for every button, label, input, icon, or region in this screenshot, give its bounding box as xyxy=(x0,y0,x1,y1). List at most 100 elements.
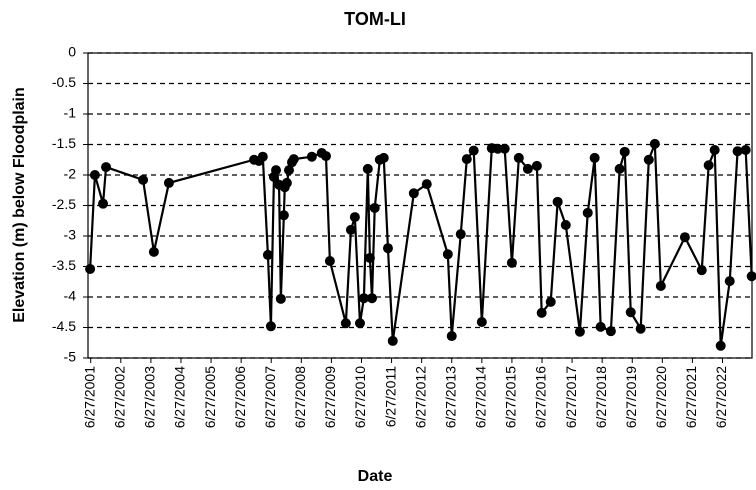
x-tick-label: 6/27/2018 xyxy=(593,366,609,428)
x-tick-label: 6/27/2014 xyxy=(473,366,489,428)
data-point xyxy=(513,152,524,163)
data-point xyxy=(320,151,331,162)
data-point xyxy=(643,154,654,165)
data-point xyxy=(345,224,356,235)
data-point xyxy=(354,318,365,329)
data-point xyxy=(635,323,646,334)
x-tick-label: 6/27/2010 xyxy=(352,366,368,428)
x-tick-label: 6/27/2013 xyxy=(442,366,458,428)
data-point xyxy=(262,249,273,260)
series-line xyxy=(89,143,753,346)
data-point xyxy=(265,321,276,332)
data-point xyxy=(696,265,707,276)
data-point xyxy=(378,152,389,163)
data-point xyxy=(582,207,593,218)
data-point xyxy=(545,296,556,307)
data-point xyxy=(614,163,625,174)
data-point xyxy=(281,177,292,188)
data-point xyxy=(138,174,149,185)
data-point xyxy=(703,160,714,171)
data-point xyxy=(306,151,317,162)
data-point xyxy=(275,293,286,304)
data-point xyxy=(85,263,96,274)
data-point xyxy=(271,165,282,176)
data-point xyxy=(531,160,542,171)
y-tick-label: -4.5 xyxy=(52,318,76,334)
x-tick-label: 6/27/2001 xyxy=(81,366,97,428)
data-point xyxy=(625,307,636,318)
y-tick-label: -3 xyxy=(64,227,77,243)
data-point xyxy=(367,293,378,304)
data-point xyxy=(89,170,100,180)
data-point xyxy=(468,145,479,156)
x-tick-label: 6/27/2022 xyxy=(713,366,729,428)
data-point xyxy=(442,249,453,260)
data-point xyxy=(446,331,457,342)
data-point xyxy=(522,163,533,174)
data-point xyxy=(349,212,360,223)
data-point xyxy=(288,154,299,165)
data-point xyxy=(552,196,563,207)
y-tick-label: -2.5 xyxy=(52,196,76,212)
data-point xyxy=(589,152,600,163)
x-tick-label: 6/27/2020 xyxy=(653,366,669,428)
x-tick-label: 6/27/2012 xyxy=(412,366,428,428)
y-tick-label: -2 xyxy=(64,166,77,182)
data-point xyxy=(506,257,517,268)
x-tick-label: 6/27/2011 xyxy=(382,366,398,427)
data-point xyxy=(278,210,289,221)
data-point xyxy=(362,163,373,174)
data-point xyxy=(101,162,112,173)
data-point xyxy=(324,256,335,267)
data-point xyxy=(732,146,743,157)
data-point xyxy=(408,188,419,199)
data-point xyxy=(649,138,660,149)
data-point xyxy=(340,318,351,329)
x-tick-label: 6/27/2004 xyxy=(172,366,188,428)
data-point xyxy=(655,281,666,292)
data-point xyxy=(536,307,547,318)
data-point xyxy=(492,143,503,154)
x-tick-label: 6/27/2016 xyxy=(533,366,549,428)
data-point xyxy=(358,293,369,304)
data-point xyxy=(148,246,159,257)
data-point xyxy=(709,144,720,155)
y-tick-label: -0.5 xyxy=(52,74,76,90)
data-point xyxy=(499,143,510,154)
data-point xyxy=(679,232,690,243)
x-tick-label: 6/27/2021 xyxy=(683,366,699,428)
data-point xyxy=(163,177,174,188)
data-point xyxy=(387,335,398,346)
x-axis-title: Date xyxy=(358,468,393,485)
x-tick-label: 6/27/2015 xyxy=(503,366,519,428)
chart-title: TOM-LI xyxy=(344,9,406,29)
x-tick-label: 6/27/2019 xyxy=(623,366,639,428)
data-point xyxy=(619,146,630,157)
data-point xyxy=(476,317,487,328)
data-point xyxy=(364,252,375,263)
x-tick-label: 6/27/2005 xyxy=(202,366,218,428)
data-point xyxy=(560,220,571,231)
y-tick-label: -3.5 xyxy=(52,257,76,273)
data-point xyxy=(724,276,735,287)
data-point xyxy=(98,198,109,209)
x-tick-label: 6/27/2009 xyxy=(322,366,338,428)
x-tick-label: 6/27/2002 xyxy=(111,366,127,428)
x-tick-label: 6/27/2007 xyxy=(262,366,278,428)
data-point xyxy=(455,229,466,240)
y-axis-title: Elevation (m) below Floodplain xyxy=(11,87,28,323)
data-point xyxy=(283,165,294,176)
data-point xyxy=(574,326,585,337)
data-point xyxy=(715,340,726,351)
x-tick-label: 6/27/2006 xyxy=(232,366,248,428)
plot-frame xyxy=(87,52,753,359)
y-tick-label: -5 xyxy=(64,349,77,365)
data-point xyxy=(382,243,393,254)
y-tick-label: 0 xyxy=(68,44,76,60)
data-point xyxy=(746,271,756,282)
x-tick-label: 6/27/2008 xyxy=(292,366,308,428)
data-point xyxy=(421,179,432,190)
data-point xyxy=(369,202,380,213)
data-point xyxy=(461,154,472,165)
